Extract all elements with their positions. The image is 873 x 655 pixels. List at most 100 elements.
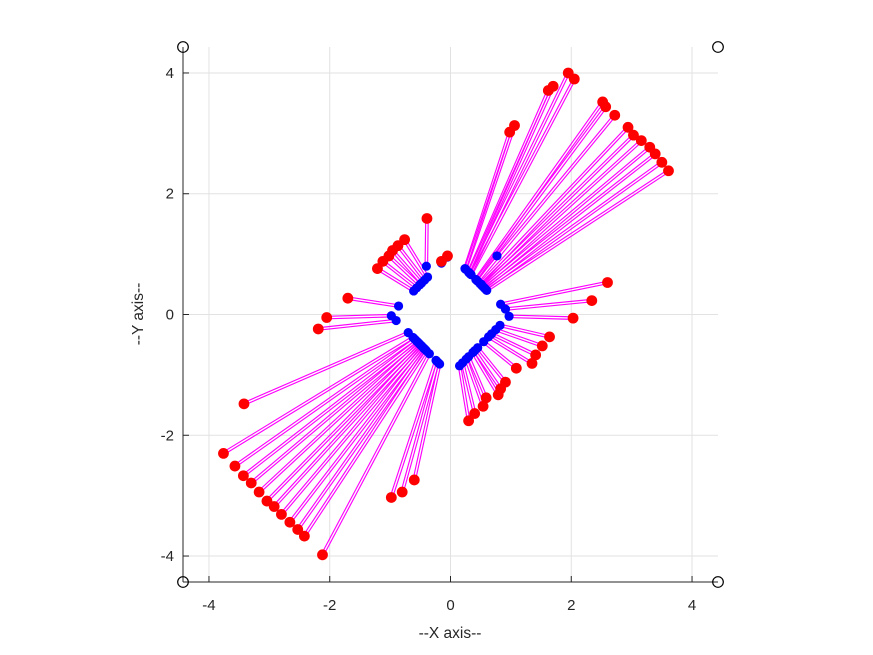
input-point — [526, 358, 538, 369]
connection-line — [474, 100, 603, 280]
connection-line — [243, 341, 418, 478]
connection-line — [485, 162, 663, 291]
mapped-point — [473, 343, 483, 353]
input-point — [510, 362, 522, 374]
input-point — [542, 85, 554, 96]
connection-line — [400, 361, 438, 492]
connection-line — [272, 344, 422, 507]
connection-line — [487, 337, 532, 365]
connection-line — [469, 356, 488, 398]
input-point — [292, 524, 304, 535]
connection-line — [414, 364, 442, 481]
input-point — [245, 477, 257, 489]
mapped-point — [492, 251, 502, 261]
connection-line — [484, 154, 657, 290]
connection-line — [500, 323, 550, 337]
connection-line — [222, 335, 413, 453]
connection-line — [244, 333, 409, 406]
connection-line — [463, 131, 510, 269]
connection-line — [484, 160, 662, 289]
connection-line — [398, 244, 426, 280]
connection-line — [393, 249, 423, 283]
connection-line — [478, 126, 628, 284]
input-point — [396, 486, 408, 498]
y-axis-label: --Y axis-- — [130, 282, 147, 346]
connection-line — [412, 363, 439, 480]
connection-line — [480, 139, 641, 286]
connection-line — [495, 330, 543, 348]
connection-line — [251, 342, 420, 485]
input-point — [385, 492, 397, 503]
connection-line — [403, 239, 427, 279]
x-tick-label: 2 — [567, 597, 575, 614]
mapped-point — [482, 285, 492, 295]
mapped-point — [424, 349, 434, 359]
connection-line — [347, 296, 399, 306]
axes — [182, 47, 718, 583]
input-point — [312, 323, 324, 335]
connection-line — [481, 145, 650, 287]
mapped-point — [435, 359, 445, 369]
connection-line — [242, 339, 417, 476]
connection-line — [485, 169, 669, 290]
input-points — [218, 67, 674, 561]
connection-line — [326, 316, 392, 320]
input-point — [600, 101, 612, 113]
connection-line — [302, 349, 426, 536]
connection-line — [509, 314, 574, 318]
input-point — [469, 408, 481, 419]
x-tick-label: 4 — [688, 597, 696, 614]
connection-line — [478, 115, 617, 283]
input-point — [253, 486, 265, 498]
connection-line — [482, 342, 516, 370]
connection-line — [391, 250, 422, 285]
input-point — [649, 148, 661, 160]
connection-line — [463, 362, 477, 414]
connection-line — [499, 326, 550, 339]
input-point — [268, 501, 280, 512]
input-point — [342, 292, 354, 304]
mapped-point — [409, 286, 419, 296]
connection-line — [223, 338, 415, 455]
connection-line — [304, 351, 428, 538]
connection-line — [509, 316, 574, 320]
corner-marker — [712, 41, 724, 53]
connection-line — [466, 357, 486, 399]
y-tick-label: 0 — [166, 307, 174, 324]
connection-line — [323, 354, 431, 556]
input-point — [622, 121, 634, 133]
input-point — [237, 470, 249, 482]
input-point — [477, 400, 489, 412]
input-point — [238, 398, 250, 410]
connection-line — [427, 218, 429, 267]
corner-marker — [177, 41, 189, 53]
connection-line — [250, 340, 418, 483]
connection-line — [389, 254, 421, 285]
input-point — [276, 508, 287, 520]
connection-line — [389, 359, 436, 498]
input-point — [586, 295, 598, 307]
connection-line — [500, 283, 608, 307]
connection-line — [490, 334, 536, 357]
input-point — [480, 392, 492, 404]
connection-line — [482, 141, 643, 287]
connection-line — [288, 347, 424, 522]
x-tick-label: -2 — [323, 597, 336, 614]
connection-line — [233, 337, 415, 466]
connection-line — [257, 342, 419, 492]
connection-line — [274, 346, 423, 508]
mapped-point — [460, 264, 470, 274]
x-axis-label: --X axis-- — [418, 625, 482, 642]
connection-line — [480, 133, 633, 284]
input-point — [609, 109, 621, 121]
connection-line — [318, 321, 397, 331]
connection-line — [318, 318, 397, 329]
input-point — [602, 277, 613, 288]
input-point — [635, 135, 647, 146]
input-point — [421, 213, 433, 224]
connection-line — [347, 298, 399, 308]
y-tick-label: 2 — [166, 186, 174, 203]
connection-line — [296, 348, 425, 530]
connection-line — [320, 352, 429, 555]
